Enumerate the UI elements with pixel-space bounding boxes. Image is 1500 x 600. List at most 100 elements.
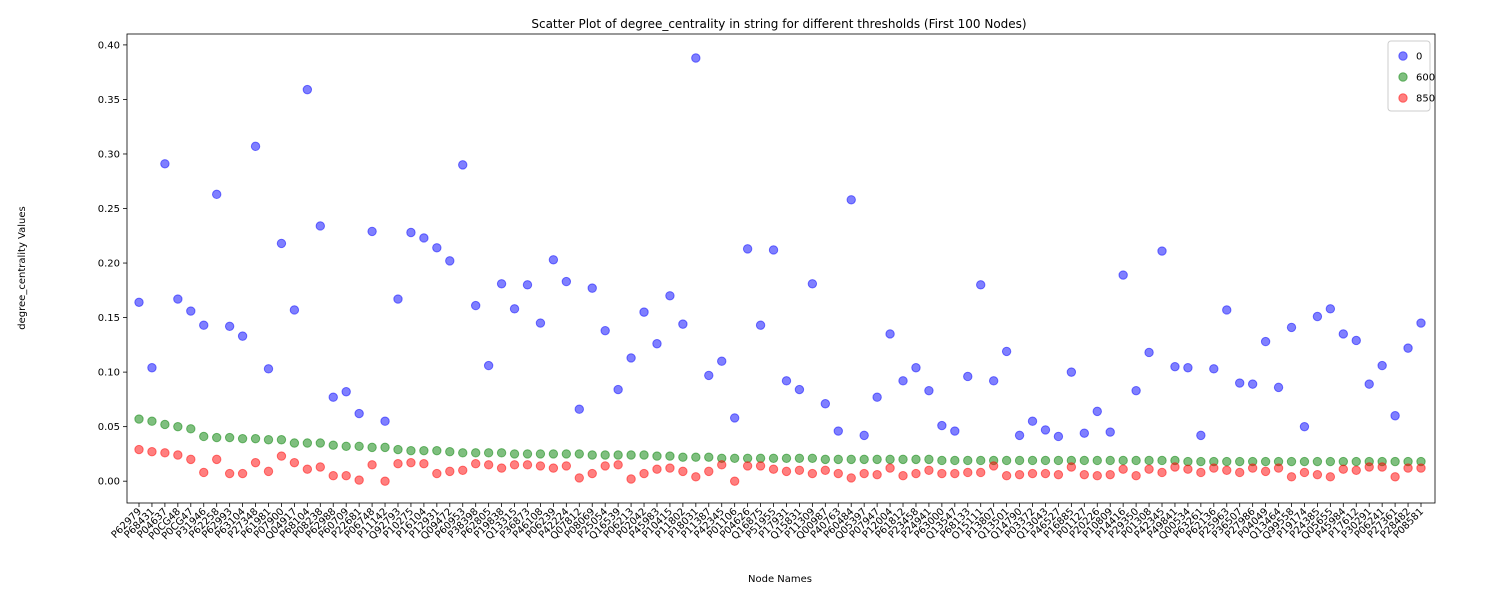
data-point [263,364,274,374]
data-point [160,419,170,430]
data-point [1118,270,1128,280]
data-point [289,305,300,315]
data-point [820,399,831,409]
data-point [1079,469,1090,480]
data-point [1273,463,1284,473]
data-point [1131,455,1141,466]
data-point [911,468,921,479]
data-point [1416,318,1426,328]
data-point [147,447,157,457]
data-point [963,371,973,382]
data-point [781,453,792,463]
data-point [341,471,351,481]
data-point [419,459,429,469]
data-point [147,363,157,373]
data-point [1079,455,1090,466]
data-point [807,279,818,289]
data-point [341,387,351,397]
data-point [768,245,779,255]
data-point [237,433,248,444]
data-point [1105,469,1115,480]
data-point [1260,466,1271,477]
data-point [963,467,973,478]
data-point [678,466,688,477]
data-point [1001,471,1012,481]
data-point [186,306,196,316]
legend-marker [1398,72,1408,82]
data-point [224,432,235,443]
data-point [1014,469,1025,480]
data-point [458,448,468,458]
data-point [600,325,610,336]
data-point [302,464,313,474]
data-point [263,435,274,445]
y-tick-label: 0.20 [98,259,120,270]
data-point [328,392,338,402]
data-point [872,469,882,480]
data-point [289,457,300,468]
data-point [1403,463,1413,473]
data-point [406,445,416,456]
legend-label: 850 [1416,94,1435,105]
data-point [1196,430,1206,441]
data-point [911,454,921,465]
data-point [1131,471,1141,481]
data-point [1390,411,1400,421]
data-point [354,475,364,485]
data-point [729,453,740,463]
data-point [872,392,882,402]
data-point [1014,455,1025,466]
data-point [380,442,390,453]
data-point [535,461,546,471]
y-tick-label: 0.15 [98,313,120,324]
data-point [147,416,157,426]
data-point [781,376,792,386]
data-point [1131,385,1141,396]
data-point [458,465,468,475]
data-point [1053,431,1064,442]
data-point [1001,455,1012,466]
y-tick-label: 0.40 [98,40,120,51]
data-point [1325,472,1336,482]
data-point [1273,382,1284,393]
data-point [742,244,753,254]
data-point [1118,455,1128,466]
data-point [522,280,533,290]
data-point [1312,469,1323,480]
data-point [937,455,947,466]
data-point [1118,464,1128,474]
data-point [354,408,364,419]
data-point [1222,465,1232,475]
data-point [639,468,649,479]
data-point [704,452,714,462]
data-point [1105,455,1115,466]
data-point [419,233,429,243]
data-point [859,468,869,479]
data-point [134,414,144,424]
data-point [924,385,934,396]
data-point [1235,467,1245,478]
data-point [1014,430,1025,441]
data-point [470,448,481,458]
data-point [1286,456,1297,467]
data-point [587,450,597,460]
data-point [432,445,442,456]
data-point [691,452,701,462]
data-point [600,461,610,471]
data-point [1066,462,1077,472]
data-point [639,307,649,317]
data-point [470,459,481,469]
data-point [134,297,144,308]
data-point [509,460,520,470]
data-point [1157,246,1167,256]
data-point [1260,336,1271,347]
data-point [729,413,740,423]
data-point [302,84,313,95]
data-point [781,466,792,477]
data-point [937,420,947,431]
data-point [315,438,325,448]
data-point [522,449,533,459]
data-point [794,465,805,475]
